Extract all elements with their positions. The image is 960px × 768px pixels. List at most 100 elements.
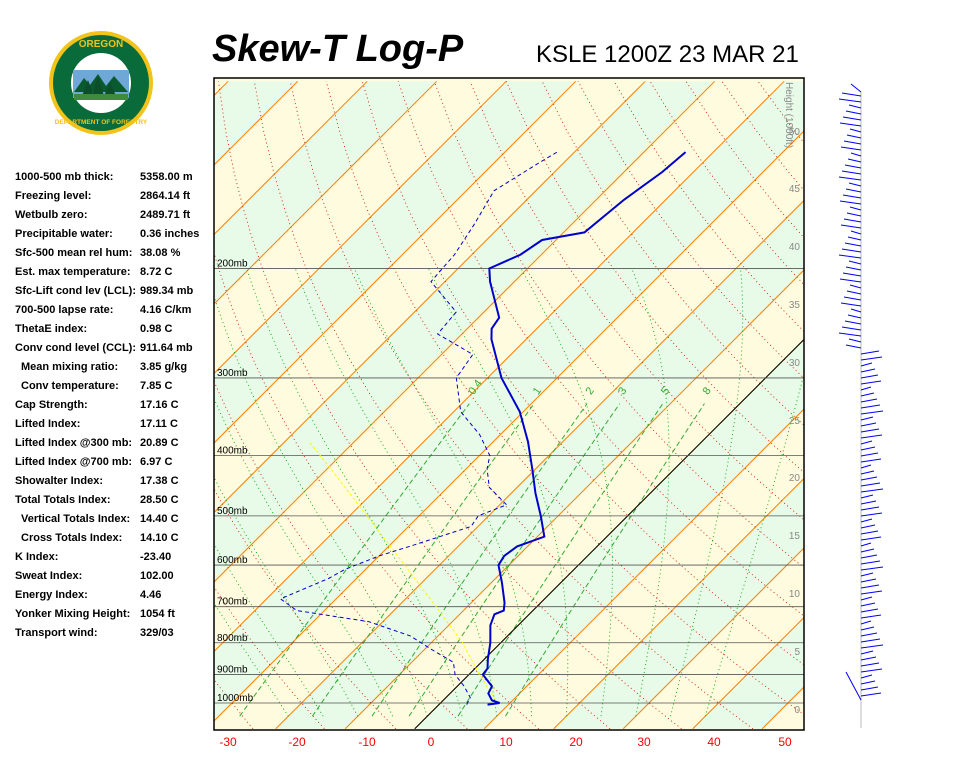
pressure-label: 900mb [217, 665, 248, 676]
isotherm-line [214, 80, 646, 514]
wind-barb [860, 476, 878, 481]
wind-barb [860, 446, 876, 451]
wind-barb [849, 128, 862, 133]
index-value: 4.46 [140, 589, 162, 601]
wind-barb [860, 488, 884, 493]
isotherm-band [214, 81, 804, 722]
mixing-ratio-line [371, 403, 588, 717]
index-value: 7.85 C [140, 380, 173, 392]
wind-barb [842, 116, 862, 121]
wind-barb [860, 518, 873, 523]
wind-barb [860, 566, 884, 571]
moist-adiabat [704, 371, 804, 717]
wind-barb [850, 308, 862, 313]
wind-barb [841, 92, 862, 97]
wind-barb [838, 98, 862, 103]
wind-barb [850, 230, 862, 235]
wind-barb [843, 140, 862, 145]
isotherm-line [0, 81, 89, 728]
wind-barb [848, 338, 862, 343]
index-value: 0.36 inches [140, 228, 200, 240]
wind-barb [860, 590, 883, 595]
index-value: 5358.00 m [140, 171, 193, 183]
index-label: Total Totals Index: [15, 494, 111, 506]
index-label: Cap Strength: [15, 399, 88, 411]
index-label: 1000-500 mb thick: [15, 171, 114, 183]
wind-barb [860, 602, 876, 607]
wind-barb [843, 218, 862, 223]
wind-barb [860, 542, 872, 547]
index-label: Conv cond level (CCL): [15, 342, 137, 354]
wind-barb [860, 434, 883, 439]
mixing-ratio-label: 5 [659, 385, 672, 397]
mixing-ratio-line [311, 403, 535, 717]
wind-barb [841, 326, 862, 331]
wind-barb [860, 512, 883, 517]
wind-barb [845, 671, 862, 701]
wind-barb [860, 626, 875, 631]
wind-barb [860, 548, 875, 553]
x-tick-label: 50 [778, 735, 792, 749]
wind-barb [860, 440, 873, 445]
moist-adiabat [214, 397, 393, 717]
wind-barb [860, 644, 884, 649]
wind-barb [860, 386, 872, 391]
wind-barb [847, 314, 862, 319]
index-value: 8.72 C [140, 266, 173, 278]
wind-barb [860, 494, 874, 499]
wind-barb [860, 668, 883, 673]
wind-barb [846, 290, 862, 295]
height-tick-label: 25 [789, 416, 801, 427]
wind-barb [860, 692, 882, 697]
oregon-dept-forestry-logo: OREGON DEPARTMENT OF FORESTRY [49, 31, 153, 135]
station-time-label: KSLE 1200Z 23 MAR 21 [536, 41, 799, 68]
wind-barb [846, 212, 862, 217]
wind-barb [860, 404, 881, 409]
wind-barb [848, 182, 862, 187]
mixing-ratio-line [408, 403, 621, 717]
wind-barb [860, 686, 879, 691]
index-label: ThetaE index: [15, 323, 88, 335]
wind-barb [860, 374, 879, 379]
wind-barb [838, 176, 862, 181]
index-label: Vertical Totals Index: [21, 513, 131, 525]
wind-barb [847, 236, 862, 241]
wind-barb [860, 482, 881, 487]
wind-barb [842, 272, 862, 277]
isotherm-line [0, 81, 159, 728]
wind-barb [860, 428, 880, 433]
height-tick-label: 30 [789, 358, 801, 369]
wind-barb [860, 680, 876, 685]
x-tick-label: 40 [707, 735, 721, 749]
x-tick-label: -20 [288, 735, 306, 749]
wind-barb [860, 452, 879, 457]
index-label: Wetbulb zero: [15, 209, 88, 221]
isotherm-line [692, 616, 804, 730]
height-tick-label: 15 [789, 531, 801, 542]
index-value: 2489.71 ft [140, 209, 191, 221]
isotherm-line [214, 80, 716, 583]
index-value: 911.64 mb [140, 342, 193, 354]
wind-barb [860, 416, 874, 421]
index-label: 700-500 lapse rate: [15, 304, 114, 316]
wind-barb [841, 170, 862, 175]
temperature-line [481, 151, 687, 706]
pressure-label: 200mb [217, 258, 248, 269]
wind-barb [850, 152, 862, 157]
moist-adiabat [354, 268, 533, 717]
isotherm-line [214, 80, 229, 97]
wind-barb [860, 422, 877, 427]
index-label: Sfc-500 mean rel hum: [15, 247, 133, 259]
mixing-ratio-label: 8 [701, 385, 714, 397]
index-label: K Index: [15, 551, 59, 563]
pressure-label: 700mb [217, 597, 248, 608]
wind-barb [844, 164, 862, 169]
isotherm-line [214, 80, 785, 653]
wind-barb [839, 278, 862, 283]
isotherm-line [214, 80, 438, 305]
index-label: Showalter Index: [15, 475, 104, 487]
wind-barb [850, 83, 862, 93]
wind-barb [860, 536, 882, 541]
index-value: 17.16 C [140, 399, 179, 411]
isotherm-band [0, 81, 159, 728]
